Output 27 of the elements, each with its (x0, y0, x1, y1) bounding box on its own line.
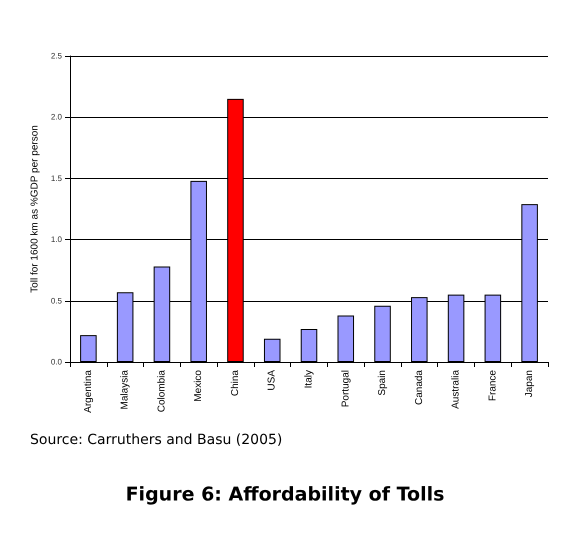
x-tick-label: Mexico (193, 370, 204, 402)
bar (264, 338, 281, 362)
x-tick-label: USA (266, 370, 278, 391)
x-tick-label: Colombia (156, 370, 168, 412)
x-tick-label: Canada (414, 370, 425, 406)
y-tick-label: 0.0 (50, 358, 63, 366)
y-axis-title: Toll for 1600 km as %GDP per person (29, 125, 40, 293)
x-tick-label: China (230, 370, 241, 396)
y-tick-label: 1.5 (50, 174, 63, 183)
bar (300, 328, 318, 362)
bar (337, 315, 354, 362)
x-tick-label: Japan (524, 370, 536, 398)
x-tick-label: Portugal (340, 370, 352, 408)
x-tick-label: Spain (377, 370, 388, 396)
text: Figure 6: Affordability of Tolls (126, 484, 444, 506)
bar (80, 335, 97, 362)
x-tick-label: Malaysia (120, 370, 131, 410)
y-tick-label: 2.5 (50, 52, 63, 60)
y-tick-label: 0.5 (50, 296, 63, 306)
x-tick-label: Argentina (82, 370, 94, 413)
x-tick-label: Australia (450, 370, 462, 409)
x-tick-label: Italy (304, 370, 314, 388)
y-tick-label: 1.0 (50, 235, 63, 244)
source-note: Source: Carruthers and Basu (2005) (30, 432, 282, 448)
x-tick-label: France (487, 370, 498, 402)
y-tick-label: 2.0 (50, 112, 63, 122)
bar (374, 306, 391, 362)
